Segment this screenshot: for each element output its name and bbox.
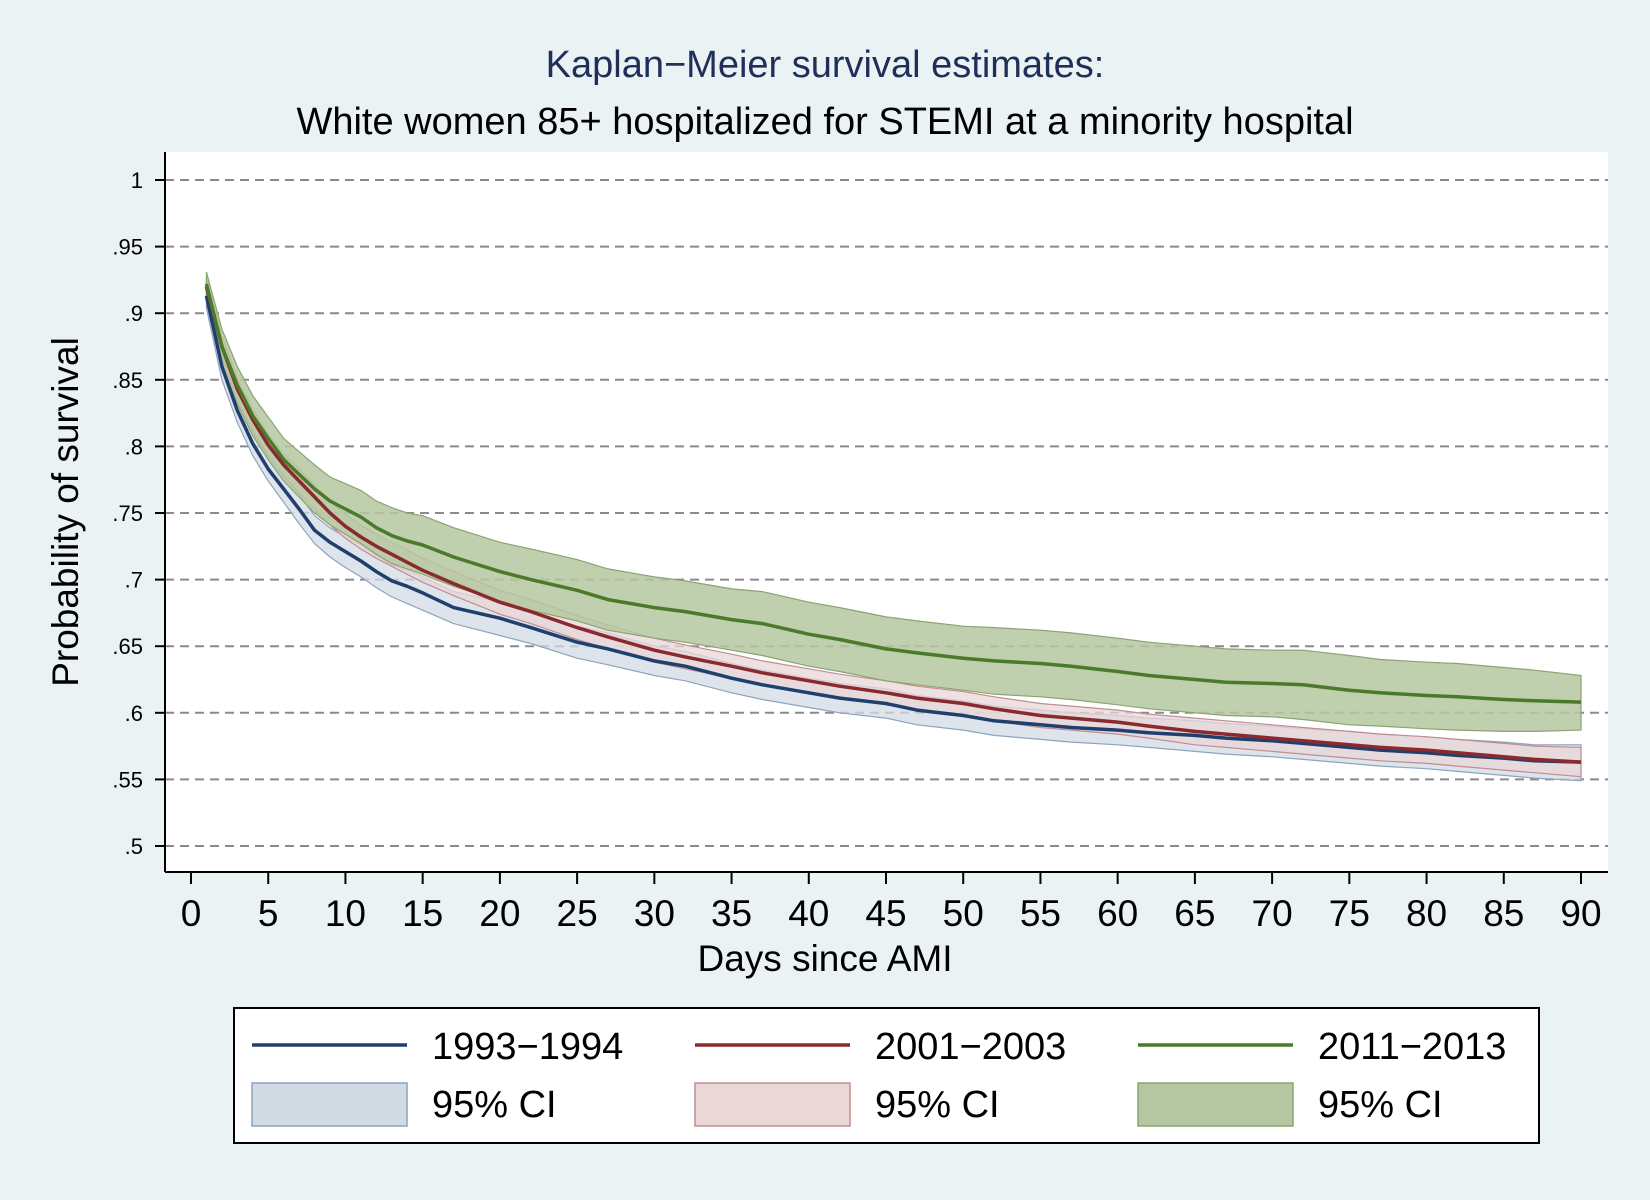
legend-ci-label-1: 95% CI <box>432 1084 557 1126</box>
survival-lines <box>204 283 1582 764</box>
legend-label-1: 1993−1994 <box>432 1026 623 1068</box>
y-tick-label: .5 <box>125 834 143 859</box>
x-tick-label: 45 <box>865 893 906 934</box>
legend-ci-swatch-2 <box>694 1082 851 1127</box>
y-tick-label: .65 <box>112 634 143 659</box>
ci-bands <box>205 271 1582 782</box>
x-tick-label: 50 <box>943 893 984 934</box>
legend-ci-swatch-1 <box>251 1082 408 1127</box>
x-tick-label: 25 <box>557 893 598 934</box>
x-tick-label: 15 <box>402 893 443 934</box>
chart-subtitle: White women 85+ hospitalized for STEMI a… <box>296 101 1353 143</box>
legend: 1993−1994 95% CI 2001−2003 95% CI 2011−2013 9… <box>233 1007 1540 1144</box>
ci-band-3 <box>205 271 1582 732</box>
x-tick-label: 90 <box>1560 893 1601 934</box>
y-axis-label: Probability of survival <box>45 337 86 687</box>
x-tick-label: 55 <box>1020 893 1061 934</box>
x-axis-label: Days since AMI <box>698 938 953 979</box>
x-tick-label: 20 <box>479 893 520 934</box>
y-tick-label: .55 <box>112 767 143 792</box>
x-tick-label: 65 <box>1174 893 1215 934</box>
x-tick-label: 85 <box>1483 893 1524 934</box>
survival-line-3 <box>204 283 1582 704</box>
legend-ci-label-3: 95% CI <box>1318 1084 1443 1126</box>
y-ticks: 1 .95 .9 .85 .8 .75 .7 .65 .6 .55 .5 <box>112 168 165 859</box>
y-tick-label: .9 <box>125 301 143 326</box>
x-tick-label: 40 <box>788 893 829 934</box>
x-tick-label: 80 <box>1406 893 1447 934</box>
x-tick-label: 35 <box>711 893 752 934</box>
y-tick-label: .6 <box>125 701 143 726</box>
survival-line-1 <box>204 295 1582 764</box>
legend-box <box>233 1007 1540 1144</box>
y-tick-label: .75 <box>112 501 143 526</box>
y-tick-label: 1 <box>131 168 143 193</box>
chart-title: Kaplan−Meier survival estimates: <box>546 44 1105 86</box>
survival-line-2 <box>204 286 1582 764</box>
x-ticks: 0 5 10 15 20 25 30 35 40 45 50 55 60 65 70 75 80 85 90 <box>181 872 1602 934</box>
x-tick-label: 60 <box>1097 893 1138 934</box>
y-tick-label: .8 <box>125 434 143 459</box>
x-tick-label: 30 <box>634 893 675 934</box>
x-tick-label: 70 <box>1252 893 1293 934</box>
x-tick-label: 5 <box>258 893 279 934</box>
legend-ci-label-2: 95% CI <box>875 1084 1000 1126</box>
y-tick-label: .85 <box>112 368 143 393</box>
y-tick-label: .7 <box>125 568 143 593</box>
x-tick-label: 75 <box>1329 893 1370 934</box>
legend-ci-swatch-3 <box>1137 1082 1294 1127</box>
x-tick-label: 0 <box>181 893 202 934</box>
legend-label-2: 2001−2003 <box>875 1026 1066 1068</box>
gridlines <box>165 179 1608 847</box>
legend-label-3: 2011−2013 <box>1318 1026 1506 1068</box>
y-tick-label: .95 <box>112 235 143 260</box>
x-tick-label: 10 <box>325 893 366 934</box>
